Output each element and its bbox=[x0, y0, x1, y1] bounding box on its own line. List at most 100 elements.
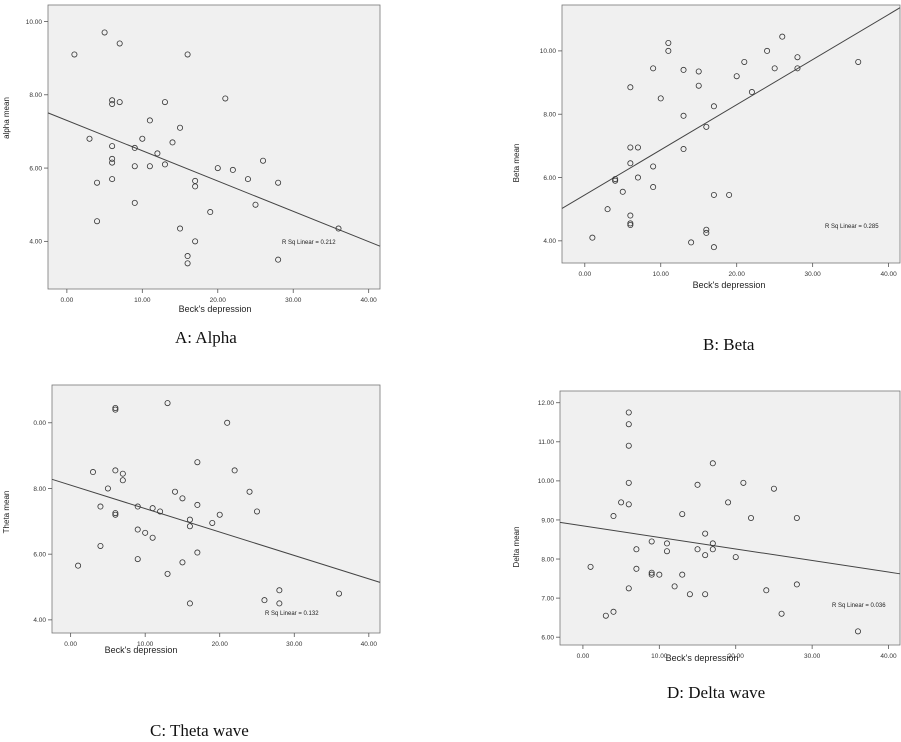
x-axis-label: Beck's depression bbox=[179, 304, 252, 314]
x-tick-label: 0.00 bbox=[64, 641, 77, 648]
x-tick-label: 40.00 bbox=[880, 653, 897, 660]
caption-delta: D: Delta wave bbox=[667, 683, 766, 702]
data-point bbox=[625, 585, 632, 592]
y-tick-label: 6.00 bbox=[543, 175, 556, 182]
data-point bbox=[710, 191, 717, 198]
y-tick-label: 0.00 bbox=[33, 420, 46, 427]
data-point bbox=[154, 150, 161, 157]
x-tick-label: 30.00 bbox=[285, 297, 302, 304]
fit-line bbox=[47, 112, 381, 247]
data-point bbox=[633, 546, 640, 553]
data-point bbox=[779, 33, 786, 40]
data-point bbox=[741, 58, 748, 65]
data-point bbox=[116, 40, 123, 47]
data-point bbox=[109, 100, 116, 107]
y-tick-label: 6.00 bbox=[541, 634, 554, 641]
data-point bbox=[612, 176, 619, 183]
data-point bbox=[732, 554, 739, 561]
data-point bbox=[733, 73, 740, 80]
data-point bbox=[748, 514, 755, 521]
data-point bbox=[149, 534, 156, 541]
data-point bbox=[194, 459, 201, 466]
data-point bbox=[680, 146, 687, 153]
data-point bbox=[610, 513, 617, 520]
data-point bbox=[589, 234, 596, 241]
data-point bbox=[710, 103, 717, 110]
data-point bbox=[625, 409, 632, 416]
data-point bbox=[184, 260, 191, 267]
data-point bbox=[142, 529, 149, 536]
x-tick-label: 10.00 bbox=[651, 653, 668, 660]
chart-svg-alpha: 0.00 10.00 20.00 30.00 40.00 4.00 6.00 8.00 10.0… bbox=[2, 4, 381, 314]
y-tick-label: 4.00 bbox=[33, 617, 46, 624]
data-point bbox=[604, 206, 611, 213]
data-point bbox=[694, 546, 701, 553]
y-tick-label: 4.00 bbox=[543, 238, 556, 245]
x-tick-label: 20.00 bbox=[212, 641, 229, 648]
data-point bbox=[695, 68, 702, 75]
data-point bbox=[216, 511, 223, 518]
y-axis-label: Beta mean bbox=[512, 144, 521, 183]
data-point bbox=[335, 225, 342, 232]
data-point bbox=[75, 562, 82, 569]
data-point bbox=[134, 556, 141, 563]
data-point bbox=[627, 84, 634, 91]
data-point bbox=[224, 419, 231, 426]
data-point bbox=[146, 117, 153, 124]
data-point bbox=[634, 174, 641, 181]
data-point bbox=[703, 229, 710, 236]
data-point bbox=[246, 488, 253, 495]
x-axis-label: Beck's depression bbox=[105, 645, 178, 655]
data-point bbox=[627, 144, 634, 151]
data-point bbox=[625, 442, 632, 449]
data-point bbox=[854, 628, 861, 635]
data-point bbox=[627, 222, 634, 229]
data-point bbox=[625, 501, 632, 508]
data-point bbox=[709, 546, 716, 553]
data-point bbox=[650, 184, 657, 191]
data-point bbox=[229, 166, 236, 173]
data-point bbox=[740, 479, 747, 486]
data-point bbox=[112, 404, 119, 411]
x-tick-label: 30.00 bbox=[286, 641, 303, 648]
data-point bbox=[634, 144, 641, 151]
data-point bbox=[726, 191, 733, 198]
y-tick-label: 6.00 bbox=[29, 165, 42, 172]
data-point bbox=[97, 503, 104, 510]
data-point bbox=[618, 499, 625, 506]
data-point bbox=[648, 538, 655, 545]
fit-line bbox=[561, 7, 901, 209]
data-point bbox=[680, 66, 687, 73]
r-squared-label: R Sq Linear = 0.285 bbox=[825, 224, 879, 230]
data-point bbox=[709, 460, 716, 467]
x-tick-label: 0.00 bbox=[577, 653, 590, 660]
data-point bbox=[260, 157, 267, 164]
caption-alpha: A: Alpha bbox=[175, 328, 237, 347]
data-point bbox=[184, 253, 191, 260]
plot-area bbox=[561, 4, 901, 264]
data-point bbox=[276, 587, 283, 594]
data-point bbox=[627, 160, 634, 167]
data-point bbox=[748, 89, 755, 96]
data-point bbox=[109, 155, 116, 162]
chart-panel-delta: 0.00 10.00 20.00 30.00 40.00 6.00 7.00 8.00 9.00… bbox=[510, 385, 901, 670]
caption-theta: C: Theta wave bbox=[150, 721, 249, 740]
data-point bbox=[679, 511, 686, 518]
data-point bbox=[710, 244, 717, 251]
data-point bbox=[112, 467, 119, 474]
y-tick-label: 4.00 bbox=[29, 239, 42, 246]
x-tick-label: 20.00 bbox=[728, 653, 745, 660]
data-point bbox=[770, 485, 777, 492]
y-tick-label: 8.00 bbox=[543, 112, 556, 119]
data-point bbox=[171, 488, 178, 495]
r-squared-label: R Sq Linear = 0.132 bbox=[265, 611, 319, 617]
data-point bbox=[164, 400, 171, 407]
fit-line bbox=[51, 478, 381, 583]
data-point bbox=[763, 587, 770, 594]
chart-panel-theta: 0.00 10.00 20.00 30.00 40.00 4.00 6.00 8.00 0.00… bbox=[0, 380, 390, 660]
y-axis-label: Theta mean bbox=[2, 491, 11, 534]
data-point bbox=[702, 530, 709, 537]
data-point bbox=[109, 143, 116, 150]
data-point bbox=[116, 99, 123, 106]
data-point bbox=[665, 47, 672, 54]
